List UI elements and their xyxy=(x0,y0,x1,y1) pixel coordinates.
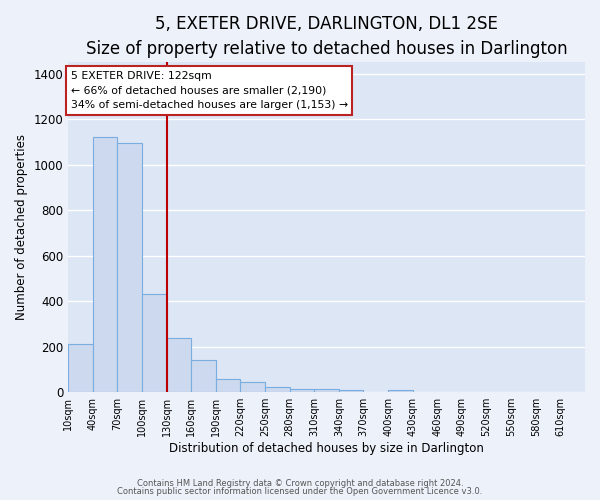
Bar xyxy=(191,360,216,392)
Text: 5 EXETER DRIVE: 122sqm
← 66% of detached houses are smaller (2,190)
34% of semi-: 5 EXETER DRIVE: 122sqm ← 66% of detached… xyxy=(71,70,348,110)
Bar xyxy=(216,378,241,392)
Bar xyxy=(68,344,93,392)
Bar xyxy=(339,390,364,392)
Bar xyxy=(118,143,142,392)
Bar xyxy=(388,390,413,392)
Bar xyxy=(314,389,339,392)
Y-axis label: Number of detached properties: Number of detached properties xyxy=(15,134,28,320)
X-axis label: Distribution of detached houses by size in Darlington: Distribution of detached houses by size … xyxy=(169,442,484,455)
Bar xyxy=(93,138,118,392)
Bar xyxy=(265,387,290,392)
Text: Contains HM Land Registry data © Crown copyright and database right 2024.: Contains HM Land Registry data © Crown c… xyxy=(137,478,463,488)
Text: Contains public sector information licensed under the Open Government Licence v3: Contains public sector information licen… xyxy=(118,487,482,496)
Title: 5, EXETER DRIVE, DARLINGTON, DL1 2SE
Size of property relative to detached house: 5, EXETER DRIVE, DARLINGTON, DL1 2SE Siz… xyxy=(86,15,568,58)
Bar xyxy=(241,382,265,392)
Bar xyxy=(167,338,191,392)
Bar xyxy=(142,294,167,392)
Bar xyxy=(290,389,314,392)
